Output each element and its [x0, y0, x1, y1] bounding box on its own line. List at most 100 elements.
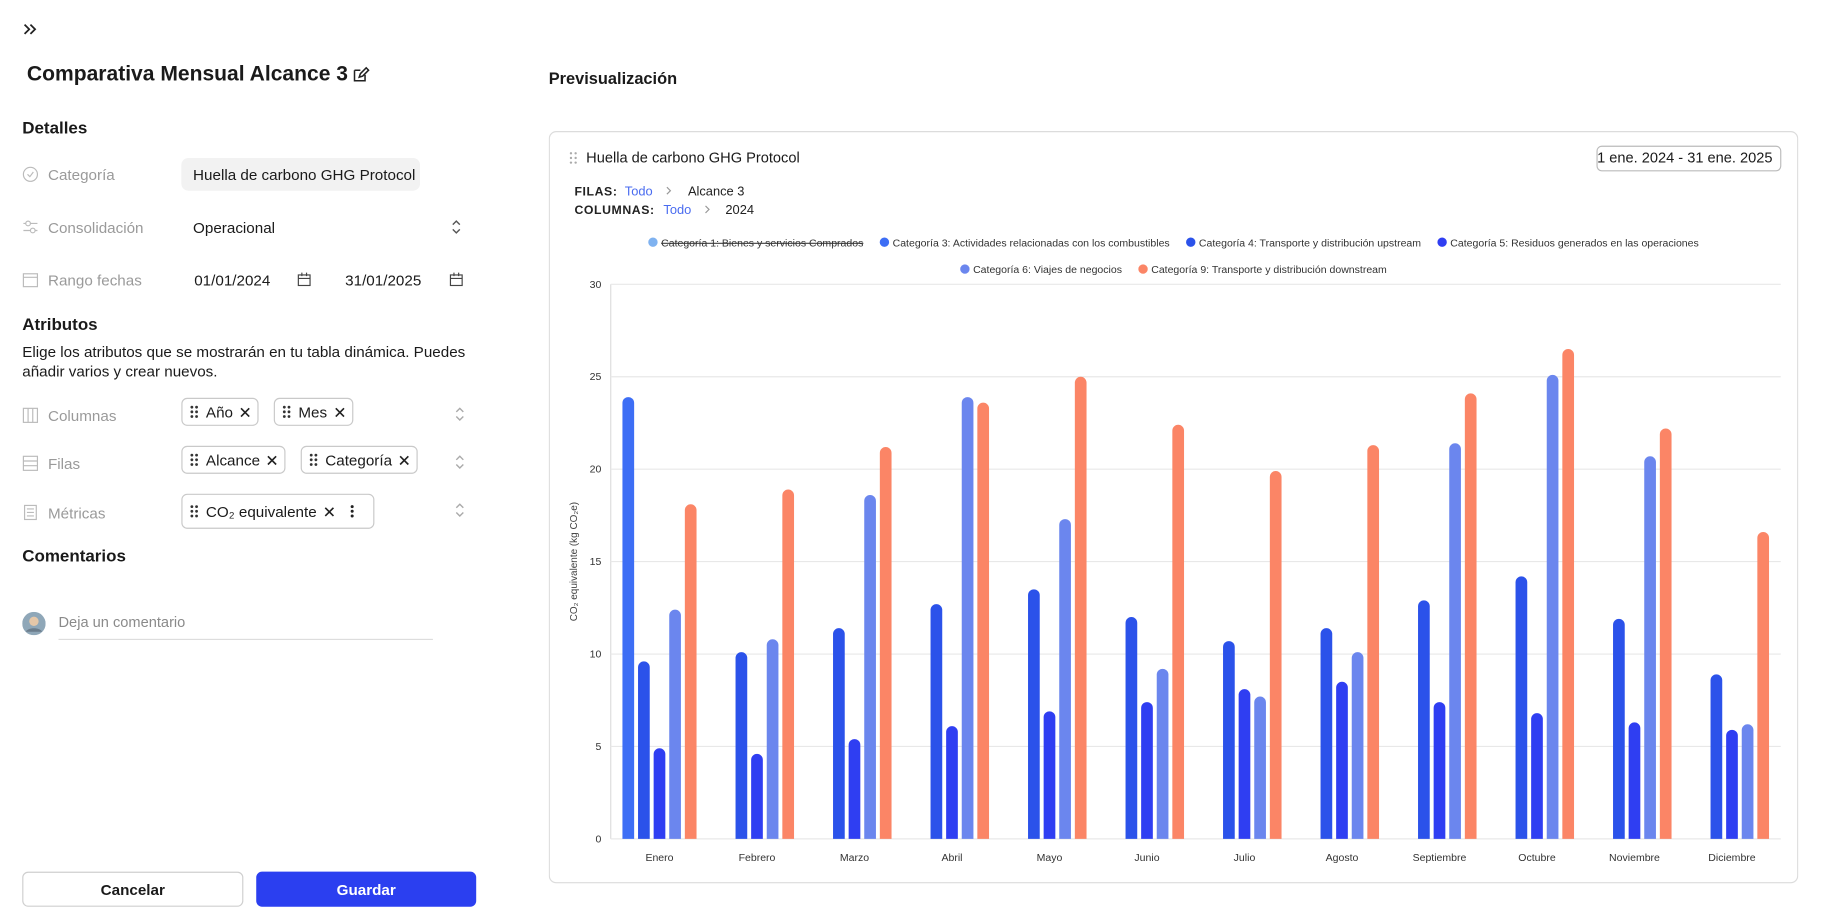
- attribute-chip[interactable]: Alcance: [181, 445, 286, 474]
- filter-link[interactable]: Todo: [625, 183, 653, 198]
- bar: [622, 397, 635, 839]
- x-tick-label: Noviembre: [1609, 852, 1660, 864]
- y-tick-label: 30: [590, 279, 602, 291]
- expand-sidebar[interactable]: [23, 22, 37, 36]
- chip-label: Categoría: [325, 451, 393, 469]
- legend-label: Categoría 4: Transporte y distribución u…: [1199, 237, 1421, 249]
- chart-card: Huella de carbono GHG Protocol 1 ene. 20…: [548, 131, 1799, 884]
- cancel-button[interactable]: Cancelar: [22, 871, 244, 907]
- metric-chip[interactable]: CO₂ equivalente: [181, 493, 375, 529]
- legend-item[interactable]: Categoría 3: Actividades relacionadas co…: [879, 237, 1170, 249]
- remove-chip[interactable]: [240, 407, 251, 418]
- select-chevron[interactable]: [448, 219, 464, 235]
- bar: [1254, 696, 1266, 839]
- x-tick-label: Mayo: [1037, 852, 1063, 864]
- x-tick-label: Enero: [645, 852, 673, 864]
- attribute-chip[interactable]: Año: [181, 397, 259, 426]
- y-tick-label: 10: [590, 649, 602, 661]
- icon: [23, 504, 37, 521]
- x-tick-label: Junio: [1134, 852, 1159, 864]
- bar: [1515, 576, 1528, 839]
- bar: [1320, 628, 1333, 839]
- bar: [1336, 681, 1348, 839]
- comment-placeholder[interactable]: Deja un comentario: [58, 614, 186, 631]
- bar: [1628, 722, 1641, 839]
- bar: [782, 489, 795, 839]
- drag-handle: [190, 453, 198, 466]
- bar: [1613, 618, 1625, 839]
- select-chevron[interactable]: [452, 502, 468, 518]
- bar: [848, 739, 861, 839]
- comment-underline: [58, 638, 433, 640]
- date-range-box[interactable]: [1596, 145, 1782, 172]
- bar: [833, 628, 845, 839]
- field-label: Métricas: [47, 504, 106, 522]
- legend-label: Categoría 9: Transporte y distribución d…: [1151, 264, 1387, 276]
- remove-chip[interactable]: [399, 455, 410, 466]
- x-tick-label: Diciembre: [1708, 852, 1755, 864]
- bar: [1269, 471, 1282, 839]
- bar: [669, 609, 681, 839]
- bar: [751, 753, 763, 839]
- attribute-chip[interactable]: Categoría: [300, 445, 418, 474]
- filter-link[interactable]: Todo: [663, 202, 691, 217]
- select-chevron[interactable]: [452, 454, 468, 470]
- field-label: Columnas: [47, 407, 117, 425]
- category-chip[interactable]: [181, 157, 421, 191]
- field-label: Consolidación: [47, 218, 144, 237]
- bar: [1156, 668, 1169, 839]
- legend-item[interactable]: Categoría 4: Transporte y distribución u…: [1186, 237, 1421, 249]
- bar: [1059, 519, 1071, 839]
- section-heading: Comentarios: [22, 547, 126, 567]
- filter-label: COLUMNAS:: [574, 203, 654, 217]
- legend-label: Categoría 1: Bienes y servicios Comprado…: [661, 237, 863, 249]
- bar: [1043, 711, 1056, 839]
- bar: [1710, 674, 1723, 839]
- legend-item[interactable]: Categoría 5: Residuos generados en las o…: [1437, 237, 1699, 249]
- field-label: Rango fechas: [47, 271, 142, 289]
- icon: [22, 166, 39, 182]
- field-value[interactable]: Operacional: [193, 218, 276, 237]
- legend-marker: [1186, 237, 1196, 247]
- bar: [1125, 617, 1138, 839]
- drag-handle: [190, 405, 198, 418]
- bar: [1141, 702, 1153, 839]
- bar: [1531, 713, 1543, 839]
- bar: [1028, 589, 1040, 839]
- field-value: Huella de carbono GHG Protocol: [193, 166, 416, 184]
- legend-item[interactable]: Categoría 1: Bienes y servicios Comprado…: [648, 237, 863, 249]
- bar: [684, 504, 697, 839]
- date-start[interactable]: 01/01/2024: [194, 271, 271, 289]
- date-range: 1 ene. 2024 - 31 ene. 2025: [1597, 151, 1772, 167]
- bar: [977, 402, 990, 839]
- bar: [1074, 376, 1087, 839]
- edit-title[interactable]: [352, 66, 370, 84]
- save-button[interactable]: Guardar: [256, 871, 477, 907]
- remove-chip[interactable]: [334, 407, 345, 418]
- avatar: [22, 611, 46, 636]
- icon: [22, 407, 39, 423]
- report-title: Comparativa Mensual Alcance 3: [26, 62, 349, 86]
- select-chevron[interactable]: [452, 406, 468, 422]
- legend-item[interactable]: Categoría 6: Viajes de negocios: [960, 264, 1122, 276]
- calendar-icon[interactable]: [448, 271, 464, 287]
- bar: [1172, 424, 1185, 839]
- bar: [1351, 652, 1364, 839]
- bar: [1223, 641, 1235, 839]
- attribute-chip[interactable]: Mes: [273, 397, 353, 426]
- date-end[interactable]: 31/01/2025: [345, 271, 422, 289]
- x-tick-label: Septiembre: [1413, 852, 1467, 864]
- chip-label: Mes: [298, 403, 328, 421]
- more-options[interactable]: [348, 504, 355, 518]
- legend-item[interactable]: Categoría 9: Transporte y distribución d…: [1138, 264, 1387, 276]
- calendar-icon[interactable]: [296, 271, 312, 287]
- legend-label: Categoría 6: Viajes de negocios: [973, 264, 1122, 276]
- bar: [653, 748, 666, 839]
- remove-chip[interactable]: [324, 506, 335, 517]
- remove-chip[interactable]: [267, 455, 278, 466]
- card-title: Huella de carbono GHG Protocol: [586, 151, 800, 167]
- x-tick-label: Julio: [1234, 852, 1256, 864]
- filter-value: Alcance 3: [688, 183, 744, 198]
- chip-label: CO₂ equivalente: [205, 502, 317, 521]
